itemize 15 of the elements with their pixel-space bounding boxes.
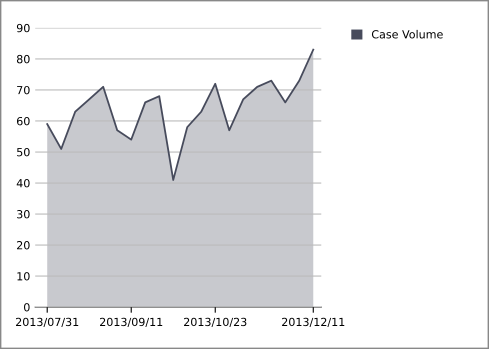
- y-tick-label: 0: [24, 303, 30, 312]
- legend-label: Case Volume: [372, 30, 443, 38]
- y-tick-label: 70: [17, 86, 30, 94]
- x-tick-label: 2013/09/11: [100, 318, 162, 328]
- y-tick-label: 40: [16, 179, 30, 188]
- x-tick-label: 2013/07/31: [16, 318, 78, 328]
- x-tick-label: 2013/12/11: [282, 318, 344, 328]
- x-tick-label: 2013/10/23: [184, 318, 246, 328]
- y-tick-label: 20: [17, 241, 30, 250]
- y-tick-label: 80: [16, 54, 30, 64]
- y-tick-label: 60: [16, 116, 30, 126]
- y-tick-label: 10: [17, 272, 30, 280]
- y-tick-label: 90: [16, 24, 30, 32]
- y-tick-label: 30: [17, 210, 30, 218]
- y-tick-label: 50: [17, 148, 30, 156]
